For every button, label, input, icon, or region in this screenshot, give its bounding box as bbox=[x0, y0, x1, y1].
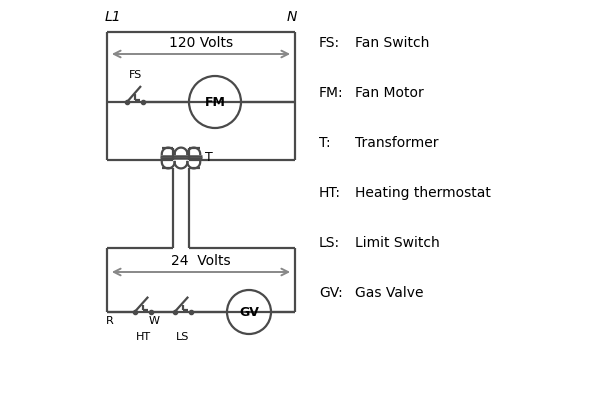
Text: Fan Switch: Fan Switch bbox=[355, 36, 430, 50]
Text: FS: FS bbox=[129, 70, 142, 80]
Text: T:: T: bbox=[319, 136, 330, 150]
Text: FM: FM bbox=[205, 96, 225, 108]
Text: T: T bbox=[205, 151, 213, 164]
Text: W: W bbox=[149, 316, 160, 326]
Text: N: N bbox=[287, 10, 297, 24]
Text: HT: HT bbox=[136, 332, 150, 342]
Text: 120 Volts: 120 Volts bbox=[169, 36, 233, 50]
Text: LS: LS bbox=[176, 332, 190, 342]
Text: FS:: FS: bbox=[319, 36, 340, 50]
Text: L1: L1 bbox=[105, 10, 122, 24]
Text: LS:: LS: bbox=[319, 236, 340, 250]
Text: GV: GV bbox=[239, 306, 259, 318]
Text: Heating thermostat: Heating thermostat bbox=[355, 186, 491, 200]
Text: 24  Volts: 24 Volts bbox=[171, 254, 231, 268]
Text: Transformer: Transformer bbox=[355, 136, 438, 150]
Text: Limit Switch: Limit Switch bbox=[355, 236, 440, 250]
Text: Fan Motor: Fan Motor bbox=[355, 86, 424, 100]
Text: R: R bbox=[106, 316, 114, 326]
Text: GV:: GV: bbox=[319, 286, 343, 300]
Text: HT:: HT: bbox=[319, 186, 341, 200]
Text: FM:: FM: bbox=[319, 86, 343, 100]
Text: Gas Valve: Gas Valve bbox=[355, 286, 424, 300]
